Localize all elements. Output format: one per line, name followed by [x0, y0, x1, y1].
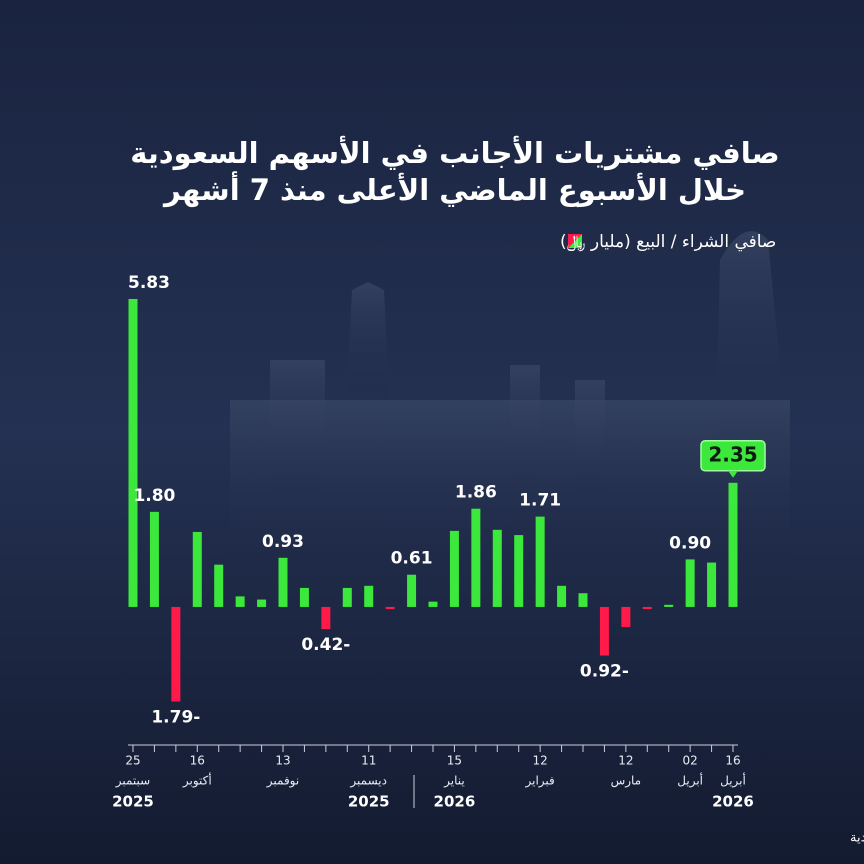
bar [707, 562, 717, 607]
bar [578, 593, 588, 607]
bar [557, 585, 567, 607]
highlight-pointer [728, 470, 738, 478]
x-tick-label: 15 [447, 754, 462, 768]
value-label: 0.42- [301, 635, 350, 655]
x-tick-label: 11 [361, 754, 376, 768]
bar [235, 596, 245, 607]
title: صافي مشتريات الأجانب في الأسهم السعودية [130, 135, 779, 170]
source: المصدر: بيانات تداول السعودية [850, 831, 864, 846]
bar [128, 298, 138, 607]
x-tick-year: 2026 [712, 793, 754, 811]
bar [514, 535, 524, 607]
x-tick-label: 13 [275, 754, 290, 768]
bar [364, 585, 374, 607]
value-label: 2.35 [708, 442, 757, 466]
bar [428, 601, 438, 607]
legend: صافي الشراء / البيع (مليار ﷼) [560, 232, 776, 252]
bar [278, 557, 288, 607]
x-tick-year: 2026 [434, 793, 476, 811]
x-tick-label: 12 [533, 754, 548, 768]
legend-swatch-negative [568, 234, 582, 248]
x-tick-month: يناير [443, 774, 465, 789]
bar [535, 516, 545, 607]
bar [171, 606, 181, 702]
legend-label: صافي الشراء / البيع (مليار ﷼) [560, 232, 776, 252]
value-label: 0.93 [262, 532, 304, 552]
x-tick-label: 12 [618, 754, 633, 768]
x-tick-month: سبتمبر [115, 774, 150, 789]
x-tick-label: 02 [683, 754, 698, 768]
bar [257, 599, 267, 607]
value-label: 5.83 [128, 273, 170, 293]
bar [214, 564, 224, 607]
x-tick-month: أبريل [720, 773, 746, 789]
value-label: 1.71 [519, 491, 561, 511]
x-tick-month: ديسمبر [349, 774, 387, 789]
x-tick-year: 2025 [112, 793, 154, 811]
title: خلال الأسبوع الماضي الأعلى منذ 7 أشهر [162, 171, 746, 207]
x-tick-month: نوفمبر [266, 774, 299, 789]
bar [149, 511, 159, 607]
bar [299, 587, 309, 607]
bar [407, 574, 417, 607]
bar [492, 529, 502, 607]
bar [685, 559, 695, 607]
bar [664, 604, 674, 607]
bar [471, 508, 481, 607]
value-label: 0.92- [580, 662, 629, 682]
bar [642, 606, 652, 610]
bar [342, 587, 352, 607]
bar [728, 482, 738, 607]
bar [321, 606, 331, 630]
bar [621, 606, 631, 628]
value-label: 1.79- [151, 707, 200, 727]
x-tick-month: مارس [611, 774, 642, 789]
bar [192, 531, 202, 607]
bar [385, 606, 395, 610]
x-tick-label: 25 [125, 754, 140, 768]
skyline [230, 231, 790, 580]
value-label: 0.61 [391, 549, 433, 569]
x-tick-month: أكتوبر [182, 773, 212, 789]
value-label: 1.80 [133, 486, 175, 506]
bar [449, 530, 459, 607]
x-tick-year: 2025 [348, 793, 390, 811]
x-tick-label: 16 [190, 754, 205, 768]
value-label: 1.86 [455, 483, 497, 503]
x-tick-label: 16 [725, 754, 740, 768]
bar [599, 606, 609, 656]
x-tick-month: أبريل [677, 773, 703, 789]
value-label: 0.90 [669, 533, 711, 553]
x-tick-month: فبراير [525, 774, 555, 789]
